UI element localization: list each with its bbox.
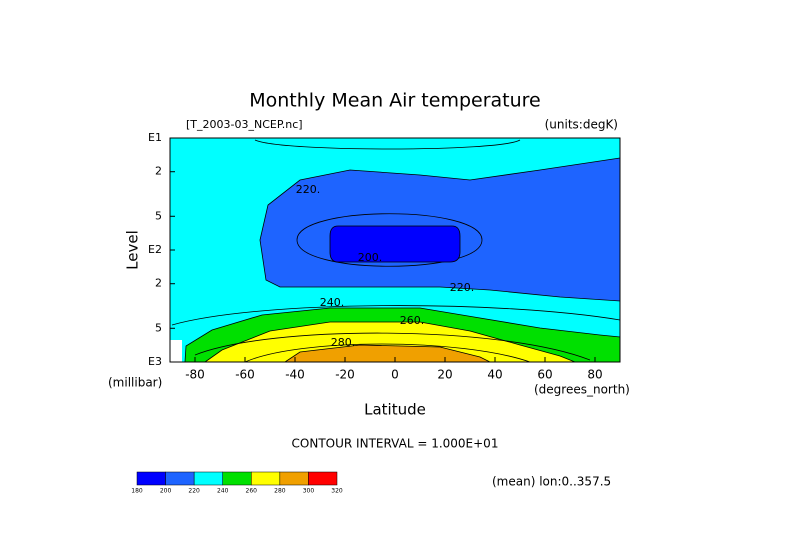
units-label: (units:degK) [545, 118, 618, 132]
contour-line [171, 305, 621, 326]
contour-label: 260. [400, 314, 425, 327]
colorbar-box [308, 471, 338, 486]
contour-label: 280. [331, 336, 356, 349]
contour-interval: CONTOUR INTERVAL = 1.000E+01 [292, 437, 499, 451]
contour-line [296, 213, 483, 267]
x-tick-label: -80 [185, 368, 205, 382]
y-tick-label: 2 [155, 277, 162, 290]
contour-label: 220. [296, 183, 321, 196]
colorbar-box [222, 471, 252, 486]
contour-label: 240. [320, 296, 345, 309]
contour-label: 200. [358, 251, 383, 264]
y-tick-label: 5 [155, 209, 162, 222]
contour-line [254, 139, 521, 150]
colorbar-label: 200 [160, 488, 172, 495]
colorbar-box [136, 471, 166, 486]
y-axis-label: Level [124, 230, 142, 270]
colorbar-label: 320 [331, 488, 343, 495]
colorbar-label: 220 [188, 488, 200, 495]
x-tick-label: -20 [335, 368, 355, 382]
chart-title: Monthly Mean Air temperature [249, 90, 540, 112]
colorbar-label: 240 [217, 488, 229, 495]
y-tick-label: E3 [148, 355, 162, 368]
missing-area [170, 340, 182, 362]
colorbar-box [279, 471, 309, 486]
colorbar-box [165, 471, 195, 486]
x-tick-label: 0 [391, 368, 399, 382]
x-tick-label: 20 [437, 368, 452, 382]
colorbar-box [251, 471, 281, 486]
contour-line [244, 343, 531, 363]
x-tick-label: -60 [235, 368, 255, 382]
x-tick-label: 40 [487, 368, 502, 382]
colorbar-box [193, 471, 223, 486]
x-units: (degrees_north) [534, 383, 630, 397]
contour-label: 220. [450, 281, 475, 294]
y-tick-label: E2 [148, 243, 162, 256]
contour-line [194, 332, 591, 361]
y-tick-label: 2 [155, 165, 162, 178]
y-tick-label: 5 [155, 321, 162, 334]
colorbar-label: 260 [246, 488, 258, 495]
contour-band [329, 225, 461, 263]
contour-band [203, 321, 576, 363]
y-tick-label: E1 [148, 131, 162, 144]
colorbar-label: 280 [274, 488, 286, 495]
colorbar-label: 180 [131, 488, 143, 495]
y-units: (millibar) [108, 376, 162, 390]
x-axis-label: Latitude [364, 401, 426, 419]
colorbar-label: 300 [303, 488, 315, 495]
mean-note: (mean) lon:0..357.5 [492, 475, 611, 489]
x-tick-label: 60 [537, 368, 552, 382]
x-tick-label: 80 [587, 368, 602, 382]
file-label: [T_2003-03_NCEP.nc] [186, 118, 303, 131]
x-tick-label: -40 [285, 368, 305, 382]
